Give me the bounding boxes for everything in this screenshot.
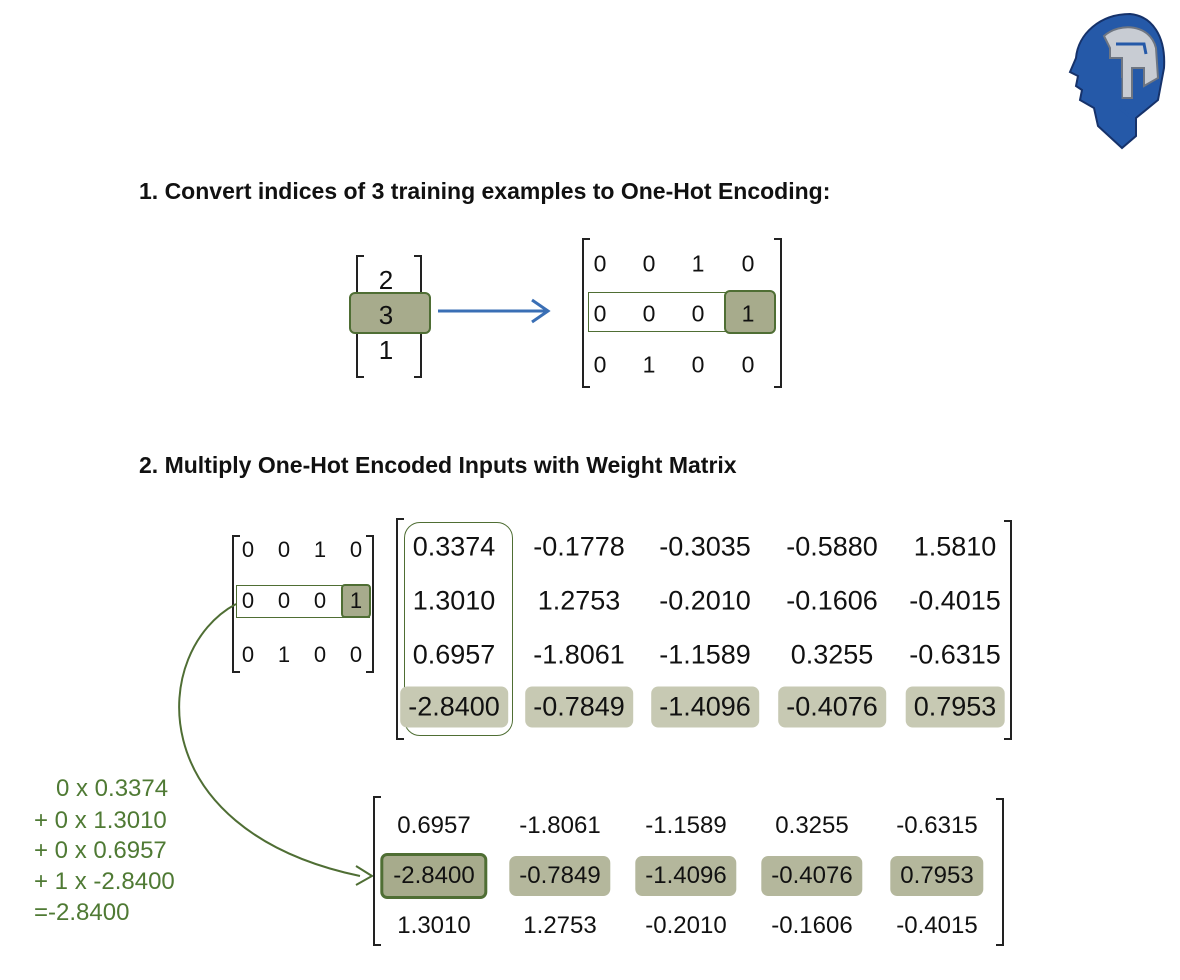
index-value: 1 (378, 335, 394, 365)
onehot-left-bracket (582, 238, 590, 388)
onehot-hot-cell (724, 290, 776, 334)
weight-cell: -0.2010 (659, 585, 751, 616)
onehot-cell: 0 (741, 250, 755, 277)
result-cell: 1.3010 (397, 912, 471, 939)
onehot2-cell: 0 (241, 642, 255, 667)
onehot2-cell: 0 (313, 642, 327, 667)
weight-cell: 0.6957 (412, 639, 496, 670)
onehot-cell: 0 (642, 300, 656, 327)
onehot-cell: 0 (691, 351, 705, 378)
robot-head-logo-icon (1068, 12, 1166, 150)
weight-column-highlight (404, 522, 513, 736)
weight-cell: -0.3035 (659, 531, 751, 562)
calc-line: + 0 x 0.6957 (34, 837, 167, 864)
result-cell: 0.7953 (890, 856, 984, 896)
step2-title: 2. Multiply One-Hot Encoded Inputs with … (139, 452, 737, 478)
onehot-cell: 0 (691, 300, 705, 327)
onehot2-left-bracket (232, 535, 240, 673)
calc-line: + 1 x -2.8400 (34, 868, 175, 895)
result-cell: -1.1589 (645, 812, 727, 839)
onehot2-cell: 0 (349, 537, 363, 562)
result-cell: 0.3255 (775, 812, 849, 839)
onehot2-cell: 0 (349, 642, 363, 667)
result-left-bracket (373, 796, 381, 946)
onehot2-right-bracket (366, 535, 374, 673)
calc-line: 0 x 0.3374 (56, 775, 169, 802)
result-cell: -2.8400 (380, 853, 488, 899)
onehot-cell: 1 (691, 250, 705, 277)
weight-cell: -2.8400 (400, 686, 508, 728)
onehot-cell: 0 (741, 351, 755, 378)
calc-line: + 0 x 1.3010 (34, 807, 167, 834)
onehot2-cell: 1 (349, 588, 363, 613)
result-cell: -0.1606 (771, 912, 853, 939)
onehot2-cell: 0 (277, 537, 291, 562)
onehot-right-bracket (774, 238, 782, 388)
weight-cell: 1.2753 (537, 585, 621, 616)
logo (1060, 8, 1172, 153)
step1-title: 1. Convert indices of 3 training example… (139, 178, 831, 204)
result-cell: 0.6957 (397, 812, 471, 839)
result-right-bracket (996, 798, 1004, 946)
result-cell: -0.7849 (509, 856, 611, 896)
result-cell: -0.2010 (645, 912, 727, 939)
result-cell: -0.6315 (896, 812, 978, 839)
weight-cell: 1.3010 (412, 585, 496, 616)
weight-cell: -0.7849 (525, 686, 633, 728)
result-cell: -0.4015 (896, 912, 978, 939)
weight-cell: -0.4015 (909, 585, 1001, 616)
weight-right-bracket (1004, 520, 1012, 740)
weight-cell: -0.5880 (786, 531, 878, 562)
onehot-cell: 1 (642, 351, 656, 378)
index-highlight (349, 292, 431, 334)
weight-left-bracket (396, 518, 404, 740)
onehot2-cell: 0 (241, 588, 255, 613)
result-cell: 1.2753 (523, 912, 597, 939)
result-cell: -0.4076 (761, 856, 863, 896)
calc-line: =-2.8400 (34, 899, 130, 926)
result-cell: -1.4096 (635, 856, 737, 896)
weight-cell: -0.6315 (909, 639, 1001, 670)
onehot2-hot-cell (341, 584, 371, 618)
weight-cell: -1.8061 (533, 639, 625, 670)
weight-cell: 0.3374 (412, 531, 496, 562)
onehot-cell: 1 (741, 300, 755, 327)
onehot-cell: 0 (593, 250, 607, 277)
weight-cell: 0.3255 (790, 639, 874, 670)
weight-cell: -0.4076 (778, 686, 886, 728)
weight-cell: -0.1606 (786, 585, 878, 616)
weight-cell: -0.1778 (533, 531, 625, 562)
onehot-cell: 0 (593, 300, 607, 327)
onehot2-cell: 1 (313, 537, 327, 562)
weight-cell: -1.4096 (651, 686, 759, 728)
onehot-cell: 0 (642, 250, 656, 277)
index-value: 2 (378, 265, 394, 295)
onehot2-cell: 0 (241, 537, 255, 562)
onehot-cell: 0 (593, 351, 607, 378)
weight-cell: 1.5810 (913, 531, 997, 562)
weight-cell: -1.1589 (659, 639, 751, 670)
weight-cell: 0.7953 (905, 686, 1005, 728)
index-value: 3 (378, 300, 394, 330)
onehot2-cell: 0 (313, 588, 327, 613)
onehot2-cell: 1 (277, 642, 291, 667)
onehot2-cell: 0 (277, 588, 291, 613)
result-cell: -1.8061 (519, 812, 601, 839)
